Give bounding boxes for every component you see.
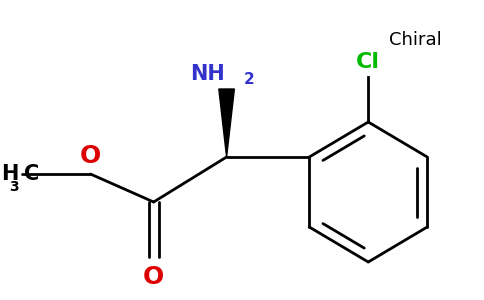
Text: 2: 2 <box>244 72 255 87</box>
Text: H: H <box>1 164 18 184</box>
Text: Cl: Cl <box>356 52 380 72</box>
Text: Chiral: Chiral <box>389 31 441 49</box>
Text: 3: 3 <box>9 180 18 194</box>
Polygon shape <box>219 89 234 157</box>
Text: O: O <box>143 265 164 289</box>
Text: NH: NH <box>190 64 225 84</box>
Text: O: O <box>80 144 101 168</box>
Text: C: C <box>24 164 40 184</box>
